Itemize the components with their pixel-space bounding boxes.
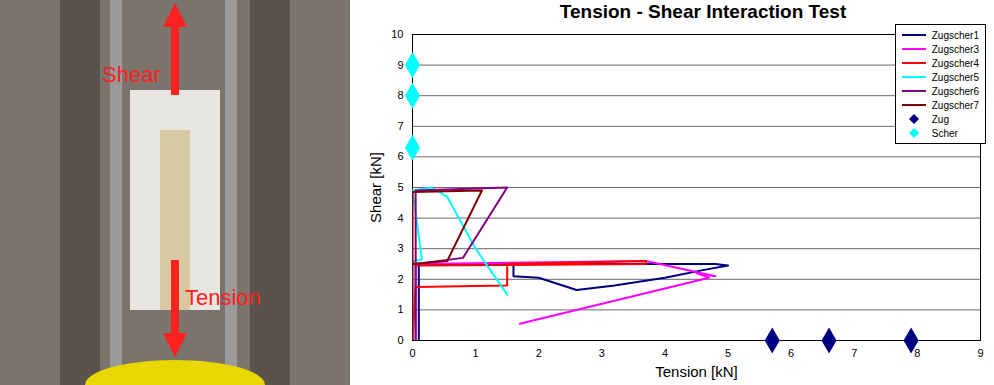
svg-text:3: 3 [397,242,403,254]
svg-text:6: 6 [788,347,794,359]
html-text:Tension - Shear Interaction Te: Tension - Shear Interaction Test [559,1,847,22]
svg-text:1: 1 [473,347,479,359]
svg-text:0: 0 [409,347,415,359]
html-text:Scher: Scher [931,127,958,139]
svg-text:Tension: Tension [185,285,261,310]
html-text:Zugscher3: Zugscher3 [931,43,979,55]
html-text:Zugscher4: Zugscher4 [931,57,979,69]
svg-text:7: 7 [397,120,403,132]
svg-text:3: 3 [599,347,605,359]
svg-text:7: 7 [851,347,857,359]
svg-text:Tension [kN]: Tension [kN] [655,363,738,380]
svg-text:5: 5 [725,347,731,359]
html-text:Zugscher6: Zugscher6 [931,85,979,97]
svg-text:4: 4 [397,212,403,224]
svg-text:0: 0 [397,334,403,346]
html-text:Zugscher1: Zugscher1 [931,29,979,41]
svg-text:8: 8 [397,89,403,101]
html-text:Zugscher5: Zugscher5 [931,71,979,83]
svg-text:6: 6 [397,150,403,162]
svg-text:8: 8 [914,347,920,359]
svg-text:4: 4 [662,347,668,359]
svg-text:Shear [kN]: Shear [kN] [367,152,384,223]
svg-text:1: 1 [397,303,403,315]
html-text:Zugscher7: Zugscher7 [931,99,979,111]
svg-text:Shear: Shear [102,62,161,87]
html-text:Zug: Zug [931,113,949,125]
svg-text:2: 2 [397,273,403,285]
svg-text:9: 9 [977,347,983,359]
svg-text:5: 5 [397,181,403,193]
svg-text:2: 2 [536,347,542,359]
svg-text:10: 10 [391,28,403,40]
svg-text:9: 9 [397,59,403,71]
